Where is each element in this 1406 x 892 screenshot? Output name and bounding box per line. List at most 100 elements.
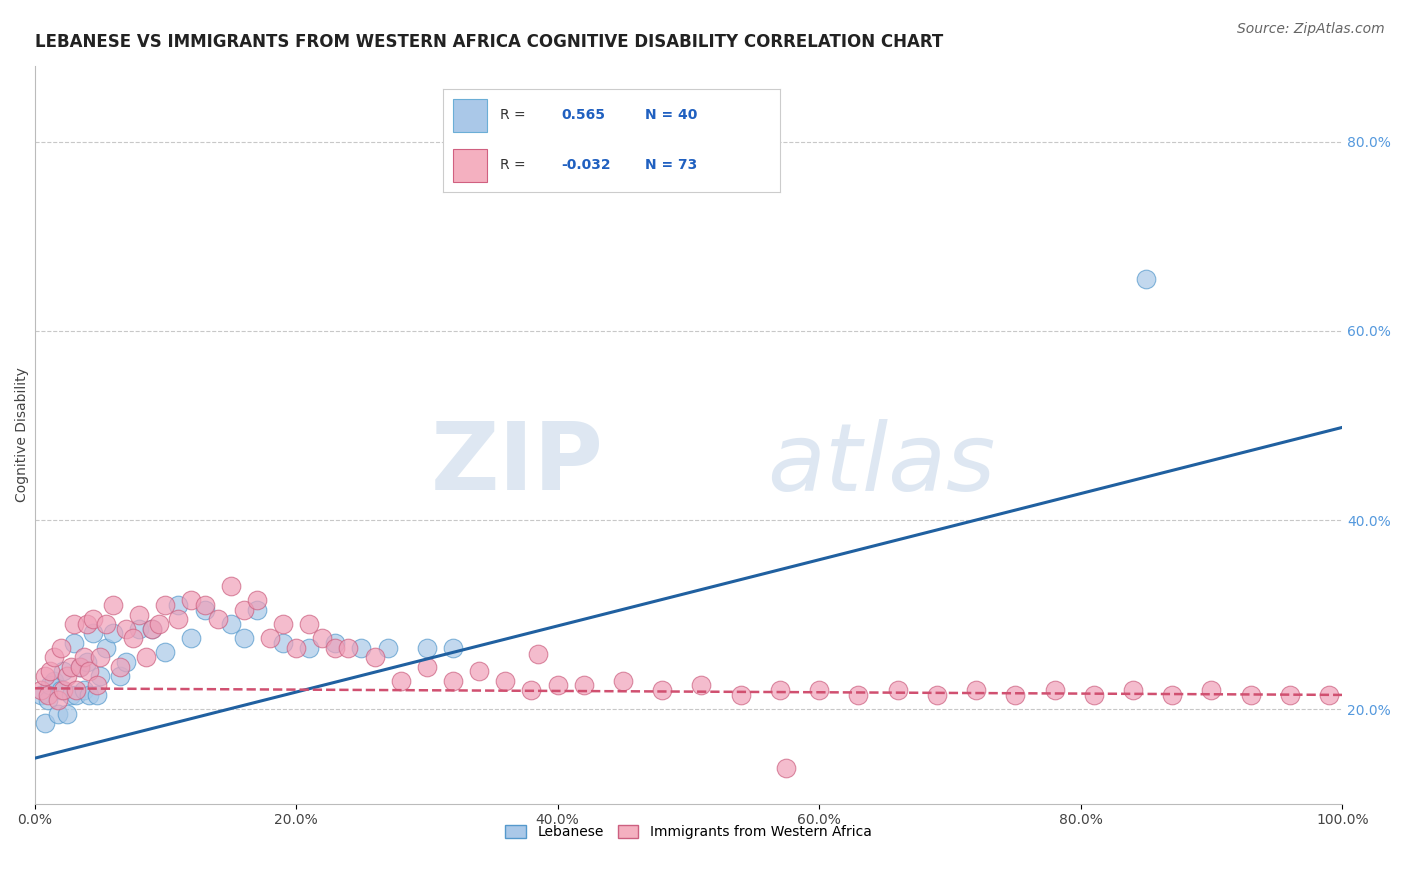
Point [76,655,98,669]
Point [65,683,87,698]
Point [180,593,202,607]
Point [808,683,831,698]
Point [775,761,797,775]
Text: N = 73: N = 73 [645,158,697,171]
Point [37,688,59,702]
Point [101,598,124,612]
Point [180,631,202,645]
Point [69,659,91,673]
Point [141,622,163,636]
Point [56,706,79,721]
Point [1004,688,1026,702]
Point [89,650,111,665]
Point [389,673,412,688]
Point [651,683,673,698]
Point [232,631,254,645]
Point [337,640,360,655]
Point [285,640,308,655]
Point [52,683,75,698]
Point [79,665,101,679]
Point [108,669,131,683]
Point [259,631,281,645]
Point [207,612,229,626]
Point [30,683,52,698]
Point [527,647,550,661]
Point [848,688,870,702]
Point [39,678,62,692]
Text: 0.565: 0.565 [561,108,605,122]
Point [30,688,52,702]
Point [79,688,101,702]
Text: -0.032: -0.032 [561,158,610,171]
Point [82,612,104,626]
Point [323,640,346,655]
Point [730,688,752,702]
Point [416,659,439,673]
Point [246,603,269,617]
Point [1122,683,1144,698]
Point [108,659,131,673]
Point [60,659,83,673]
Point [101,626,124,640]
Point [547,678,569,692]
Point [44,673,66,688]
Point [141,622,163,636]
Point [46,706,69,721]
Point [1083,688,1105,702]
Point [135,650,157,665]
Point [690,678,713,692]
Point [1135,272,1157,286]
Point [39,665,62,679]
Text: R =: R = [501,108,530,122]
Point [76,617,98,632]
Point [73,650,96,665]
Point [115,655,138,669]
Point [468,665,491,679]
Text: ZIP: ZIP [430,418,603,510]
Point [121,631,143,645]
Point [1278,688,1301,702]
Point [1317,688,1340,702]
Point [193,603,215,617]
Point [1240,688,1263,702]
Text: Source: ZipAtlas.com: Source: ZipAtlas.com [1237,22,1385,37]
Point [1161,688,1184,702]
Point [219,579,242,593]
Point [89,669,111,683]
Point [441,673,464,688]
Point [115,622,138,636]
Point [520,683,543,698]
Point [62,617,84,632]
Point [350,640,373,655]
FancyBboxPatch shape [453,149,486,181]
Point [49,640,72,655]
Point [155,598,177,612]
Point [56,669,79,683]
Point [86,688,108,702]
Point [363,650,385,665]
Point [82,626,104,640]
Point [271,636,294,650]
Point [167,612,190,626]
Point [73,683,96,698]
Point [311,631,333,645]
Point [1043,683,1066,698]
Point [298,640,321,655]
Point [416,640,439,655]
Point [128,622,150,636]
Point [886,683,908,698]
Point [155,645,177,659]
Point [612,673,634,688]
Point [148,617,170,632]
Point [769,683,792,698]
Point [52,665,75,679]
Point [246,593,269,607]
Point [271,617,294,632]
Point [965,683,987,698]
Legend: Lebanese, Immigrants from Western Africa: Lebanese, Immigrants from Western Africa [501,820,877,845]
Point [37,692,59,706]
Point [86,678,108,692]
Point [441,640,464,655]
Point [96,640,118,655]
FancyBboxPatch shape [453,99,486,132]
